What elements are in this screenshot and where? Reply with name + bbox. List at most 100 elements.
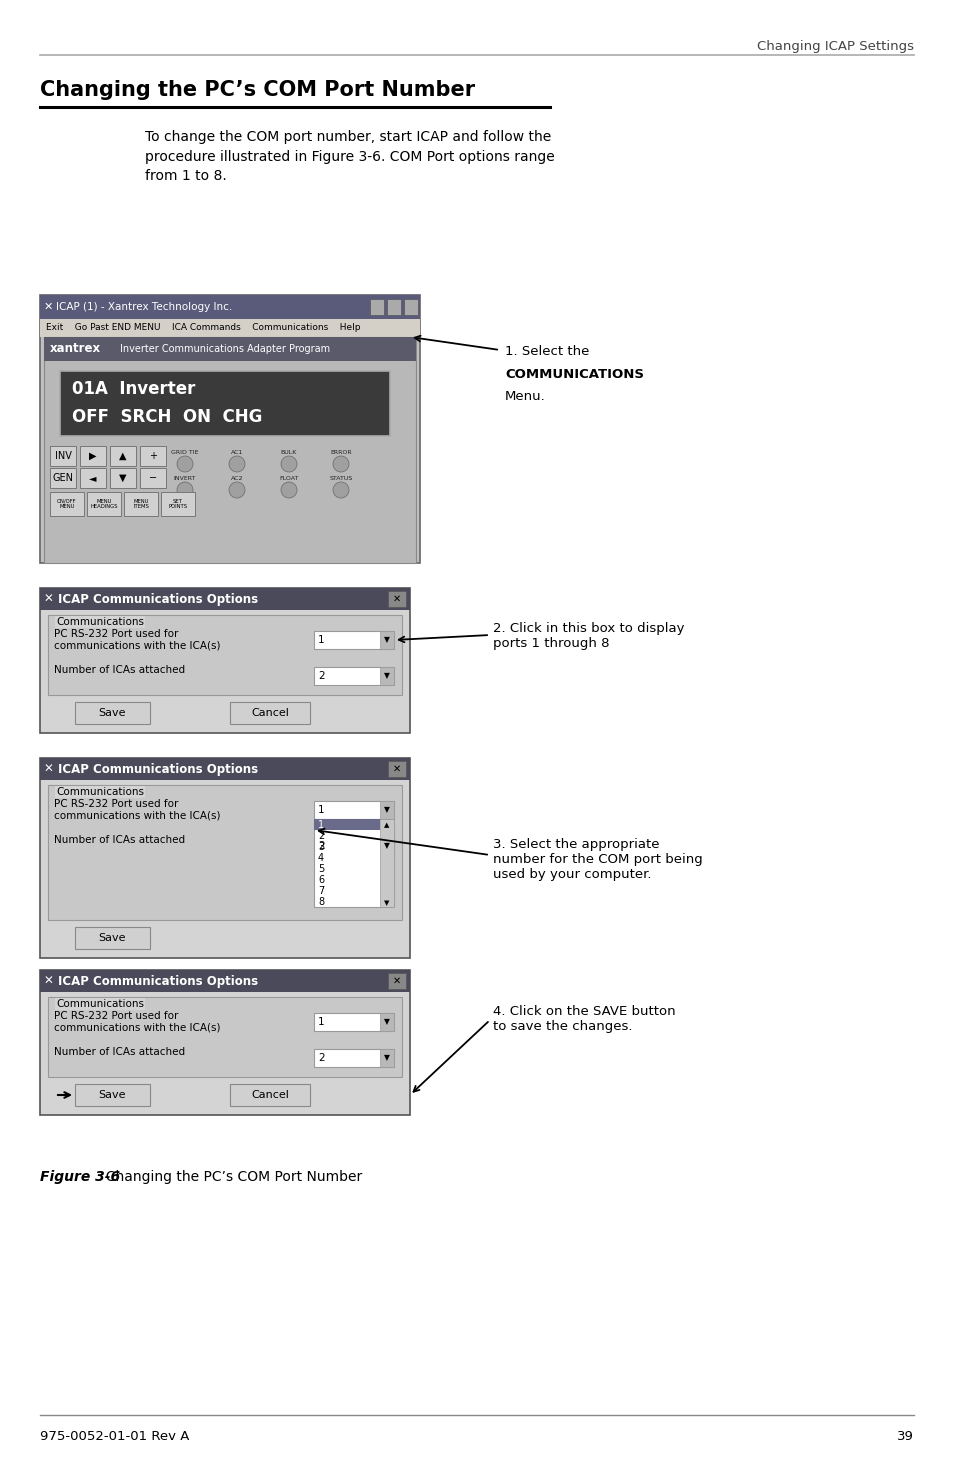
Text: 4. Click on the SAVE button
to save the changes.: 4. Click on the SAVE button to save the … xyxy=(493,1004,675,1032)
Text: MENU
HEADINGS: MENU HEADINGS xyxy=(91,499,117,509)
Text: Communications: Communications xyxy=(56,788,144,797)
Text: BULK: BULK xyxy=(280,450,297,454)
Text: INV: INV xyxy=(54,451,71,462)
Text: Save: Save xyxy=(98,934,126,943)
Text: +: + xyxy=(149,451,157,462)
Text: ▶: ▶ xyxy=(90,451,96,462)
Bar xyxy=(161,493,194,516)
Text: ✕: ✕ xyxy=(393,594,400,603)
Bar xyxy=(379,667,394,684)
Bar xyxy=(110,468,136,488)
Text: OFF  SRCH  ON  CHG: OFF SRCH ON CHG xyxy=(71,409,262,426)
Text: Changing ICAP Settings: Changing ICAP Settings xyxy=(757,40,913,53)
Bar xyxy=(314,801,394,819)
Text: ▲: ▲ xyxy=(384,822,389,827)
Text: GRID TIE: GRID TIE xyxy=(172,450,198,454)
Text: 1: 1 xyxy=(317,820,324,830)
Bar xyxy=(230,702,310,724)
Bar xyxy=(40,971,410,1115)
Bar xyxy=(140,445,166,466)
Text: ✕: ✕ xyxy=(44,763,53,776)
Circle shape xyxy=(229,482,245,499)
Text: To change the COM port number, start ICAP and follow the
procedure illustrated i: To change the COM port number, start ICA… xyxy=(145,130,554,183)
Bar xyxy=(388,974,406,990)
Bar xyxy=(60,372,390,437)
Bar xyxy=(44,336,416,361)
Text: 8: 8 xyxy=(317,897,324,907)
Bar xyxy=(44,336,416,563)
Text: Save: Save xyxy=(98,1090,126,1100)
Text: Communications: Communications xyxy=(56,617,144,627)
Bar xyxy=(314,819,394,907)
Text: ✕: ✕ xyxy=(44,302,53,313)
Circle shape xyxy=(333,482,349,499)
Text: 2. Click in this box to display
ports 1 through 8: 2. Click in this box to display ports 1 … xyxy=(493,622,684,650)
Text: Save: Save xyxy=(98,708,126,718)
Bar xyxy=(379,801,394,819)
Text: MENU
ITEMS: MENU ITEMS xyxy=(132,499,149,509)
Text: 6: 6 xyxy=(317,875,324,885)
Text: ICAP Communications Options: ICAP Communications Options xyxy=(58,763,258,776)
Bar xyxy=(48,785,401,920)
Text: 2: 2 xyxy=(317,830,324,841)
Bar xyxy=(314,819,379,830)
Bar xyxy=(379,819,394,907)
Text: ▼: ▼ xyxy=(384,1018,390,1027)
Circle shape xyxy=(281,456,296,472)
Circle shape xyxy=(229,456,245,472)
Text: FLOAT: FLOAT xyxy=(279,475,298,481)
Bar xyxy=(387,299,400,316)
Text: ▲: ▲ xyxy=(119,451,127,462)
Text: 3. Select the appropriate
number for the COM port being
used by your computer.: 3. Select the appropriate number for the… xyxy=(493,838,702,881)
Text: 5: 5 xyxy=(317,864,324,875)
Text: ▼: ▼ xyxy=(384,671,390,680)
Bar xyxy=(50,493,84,516)
Bar xyxy=(388,591,406,608)
Bar xyxy=(75,926,150,948)
Text: Number of ICAs attached: Number of ICAs attached xyxy=(54,665,185,676)
Text: 4: 4 xyxy=(317,853,324,863)
Text: STATUS: STATUS xyxy=(329,475,353,481)
Text: 01A  Inverter: 01A Inverter xyxy=(71,381,195,398)
Text: SET
POINTS: SET POINTS xyxy=(169,499,188,509)
Bar xyxy=(40,758,410,780)
Bar xyxy=(379,1013,394,1031)
Text: ▼: ▼ xyxy=(384,842,390,851)
Bar xyxy=(314,836,394,856)
Bar xyxy=(75,702,150,724)
Bar xyxy=(50,445,76,466)
Circle shape xyxy=(333,456,349,472)
Text: ▼: ▼ xyxy=(384,805,390,814)
Text: ▼: ▼ xyxy=(384,900,389,906)
Bar xyxy=(40,589,410,733)
Text: ▼: ▼ xyxy=(384,636,390,645)
Bar xyxy=(230,1084,310,1106)
Bar xyxy=(40,971,410,993)
Text: INVERT: INVERT xyxy=(173,475,196,481)
Circle shape xyxy=(177,482,193,499)
Text: GEN: GEN xyxy=(52,473,73,482)
Circle shape xyxy=(177,456,193,472)
Bar xyxy=(110,445,136,466)
Text: 1. Select the: 1. Select the xyxy=(504,345,589,358)
Bar xyxy=(379,836,394,856)
Bar xyxy=(40,295,419,563)
Text: Menu.: Menu. xyxy=(504,389,545,403)
Text: 2: 2 xyxy=(317,1053,324,1063)
Text: ✕: ✕ xyxy=(44,975,53,987)
Text: xantrex: xantrex xyxy=(50,342,101,355)
Text: 2: 2 xyxy=(317,671,324,681)
Text: AC2: AC2 xyxy=(231,475,243,481)
Text: ◄: ◄ xyxy=(90,473,96,482)
Circle shape xyxy=(281,482,296,499)
Text: ICAP (1) - Xantrex Technology Inc.: ICAP (1) - Xantrex Technology Inc. xyxy=(56,302,232,313)
Text: 1: 1 xyxy=(317,1016,324,1027)
Bar xyxy=(48,615,401,695)
Bar xyxy=(87,493,121,516)
Text: Number of ICAs attached: Number of ICAs attached xyxy=(54,1047,185,1058)
Text: ICAP Communications Options: ICAP Communications Options xyxy=(58,975,258,987)
Text: Cancel: Cancel xyxy=(251,708,289,718)
Bar xyxy=(48,997,401,1077)
Text: ICAP Communications Options: ICAP Communications Options xyxy=(58,593,258,606)
Bar xyxy=(370,299,384,316)
